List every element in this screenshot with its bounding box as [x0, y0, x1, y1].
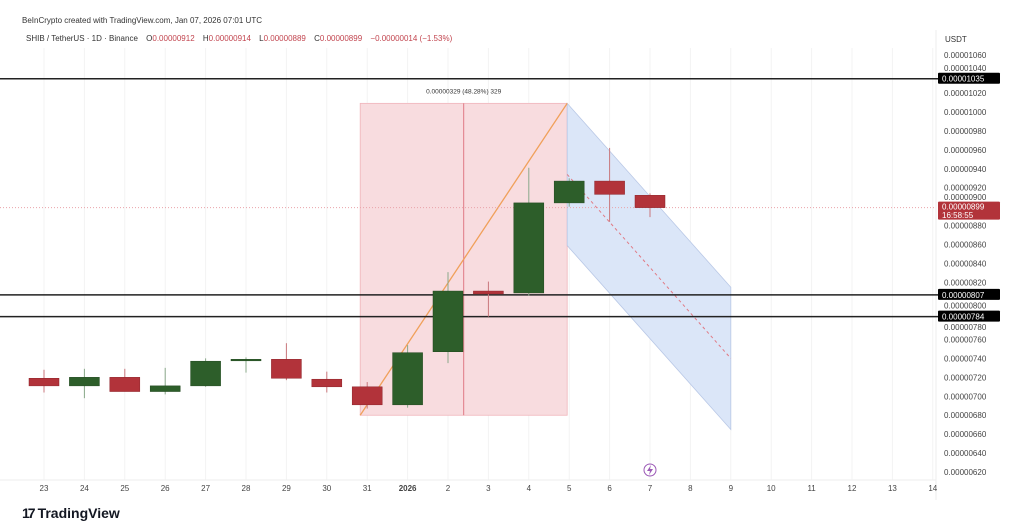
- channel-midline: [566, 174, 732, 359]
- level-tag-label: 0.00000807: [942, 291, 985, 300]
- candle-bearish: [28, 378, 60, 387]
- brand-name: TradingView: [37, 505, 120, 521]
- y-tick-label: 0.00000860: [944, 241, 987, 250]
- y-tick-label: 0.00000900: [944, 193, 987, 202]
- candle-bullish: [230, 359, 262, 362]
- chart-credit: BeInCrypto created with TradingView.com,…: [22, 16, 262, 25]
- high-value: 0.00000914: [208, 34, 251, 43]
- y-tick-label: 0.00001000: [944, 108, 987, 117]
- level-tag: [938, 310, 1000, 322]
- close-label: C: [314, 34, 320, 43]
- x-tick-label: 5: [567, 484, 572, 493]
- open-value: 0.00000912: [152, 34, 195, 43]
- close-value: 0.00000899: [319, 34, 363, 43]
- y-tick-label: 0.00000800: [944, 301, 987, 310]
- x-tick-label: 12: [848, 484, 857, 493]
- x-tick-label: 28: [242, 484, 251, 493]
- high-label: H: [202, 34, 209, 43]
- x-tick-label: 7: [648, 484, 653, 493]
- time-axis[interactable]: 23 24 25 26 27 28 29 30 31 2026 2 3 4 5 6 7 8 9 10 11 12 13 14: [40, 484, 938, 493]
- level-tag-label: 0.00000784: [942, 313, 985, 322]
- candle-bearish: [351, 386, 383, 406]
- y-tick-label: 0.00000980: [944, 127, 987, 136]
- y-tick-label: 0.00000920: [944, 184, 987, 193]
- y-tick-label: 0.00000780: [944, 323, 987, 332]
- y-tick-label: 0.00000680: [944, 411, 987, 420]
- x-tick-label: 8: [688, 484, 693, 493]
- lightning-icon[interactable]: [643, 463, 657, 477]
- low-label: L: [259, 34, 264, 43]
- y-tick-label: 0.00000960: [944, 146, 987, 155]
- x-tick-label: 13: [888, 484, 897, 493]
- x-tick-label: 23: [40, 484, 49, 493]
- y-tick-label: 0.00000820: [944, 279, 987, 288]
- y-tick-label: 0.00000640: [944, 449, 987, 458]
- x-tick-label: 27: [201, 484, 210, 493]
- change-value: −0.00000014 (−1.53%): [370, 34, 453, 43]
- symbol-name[interactable]: SHIB / TetherUS · 1D · Binance: [26, 34, 138, 43]
- x-tick-label: 6: [607, 484, 612, 493]
- tradingview-brand: 17 TradingView: [22, 505, 120, 521]
- candle-bullish: [513, 202, 545, 294]
- symbol-legend: SHIB / TetherUS · 1D · Binance O0.000009…: [26, 34, 452, 43]
- y-tick-label: 0.00001020: [944, 89, 987, 98]
- tradingview-logo-icon: 17: [22, 505, 36, 521]
- level-tag-label: 0.00001035: [942, 75, 985, 84]
- level-tag: [938, 72, 1000, 84]
- y-tick-label: 0.00000740: [944, 354, 987, 363]
- candle-bullish: [553, 180, 585, 204]
- candle-bullish: [149, 385, 181, 392]
- last-price-label: 0.00000899: [942, 203, 985, 212]
- y-tick-label: 0.00000940: [944, 165, 987, 174]
- x-tick-label: 3: [486, 484, 491, 493]
- x-tick-label: 10: [767, 484, 776, 493]
- candle-bearish: [594, 180, 625, 195]
- measure-label: 0.00000329 (48.28%) 329: [426, 88, 502, 95]
- x-tick-label: 26: [161, 484, 170, 493]
- x-tick-label: 24: [80, 484, 89, 493]
- x-tick-label: 14: [928, 484, 937, 493]
- y-tick-label: 0.00001060: [944, 51, 987, 60]
- candle-bullish: [432, 290, 464, 352]
- candle-bullish: [392, 352, 423, 406]
- x-tick-label: 11: [807, 484, 816, 493]
- countdown-label: 16:58:55: [942, 211, 974, 220]
- y-tick-label: 0.00000840: [944, 260, 987, 269]
- price-axis[interactable]: 0.00001060 0.00001040 0.00001020 0.00001000…: [944, 51, 987, 477]
- horizontal-levels: 0.00001035 0.00000807 0.00000784 0.00000899…: [0, 72, 1000, 322]
- x-tick-label: 4: [527, 484, 532, 493]
- candle-bearish: [473, 290, 504, 295]
- low-value: 0.00000889: [263, 34, 306, 43]
- x-tick-label: 9: [729, 484, 734, 493]
- candle-bearish: [271, 359, 302, 379]
- candle-bullish: [190, 360, 221, 387]
- y-tick-label: 0.00000880: [944, 222, 987, 231]
- x-tick-label: 2026: [399, 484, 417, 493]
- x-tick-label: 25: [120, 484, 129, 493]
- candle-bearish: [109, 377, 141, 392]
- y-tick-label: 0.00000760: [944, 335, 987, 344]
- open-label: O: [146, 34, 153, 43]
- candle-bearish: [311, 378, 343, 388]
- candle-bullish: [69, 377, 100, 387]
- x-tick-label: 31: [363, 484, 372, 493]
- candle-bearish: [634, 195, 666, 208]
- x-tick-label: 2: [446, 484, 451, 493]
- currency-label: USDT: [945, 35, 967, 44]
- last-price-tag: [938, 201, 1000, 220]
- x-tick-label: 30: [322, 484, 331, 493]
- y-tick-label: 0.00000660: [944, 430, 987, 439]
- y-tick-label: 0.00001040: [944, 64, 987, 73]
- y-tick-label: 0.00000620: [944, 468, 987, 477]
- y-tick-label: 0.00000700: [944, 392, 987, 401]
- candles: [28, 147, 666, 409]
- y-tick-label: 0.00000720: [944, 373, 987, 382]
- level-tag: [938, 288, 1000, 300]
- x-tick-label: 29: [282, 484, 291, 493]
